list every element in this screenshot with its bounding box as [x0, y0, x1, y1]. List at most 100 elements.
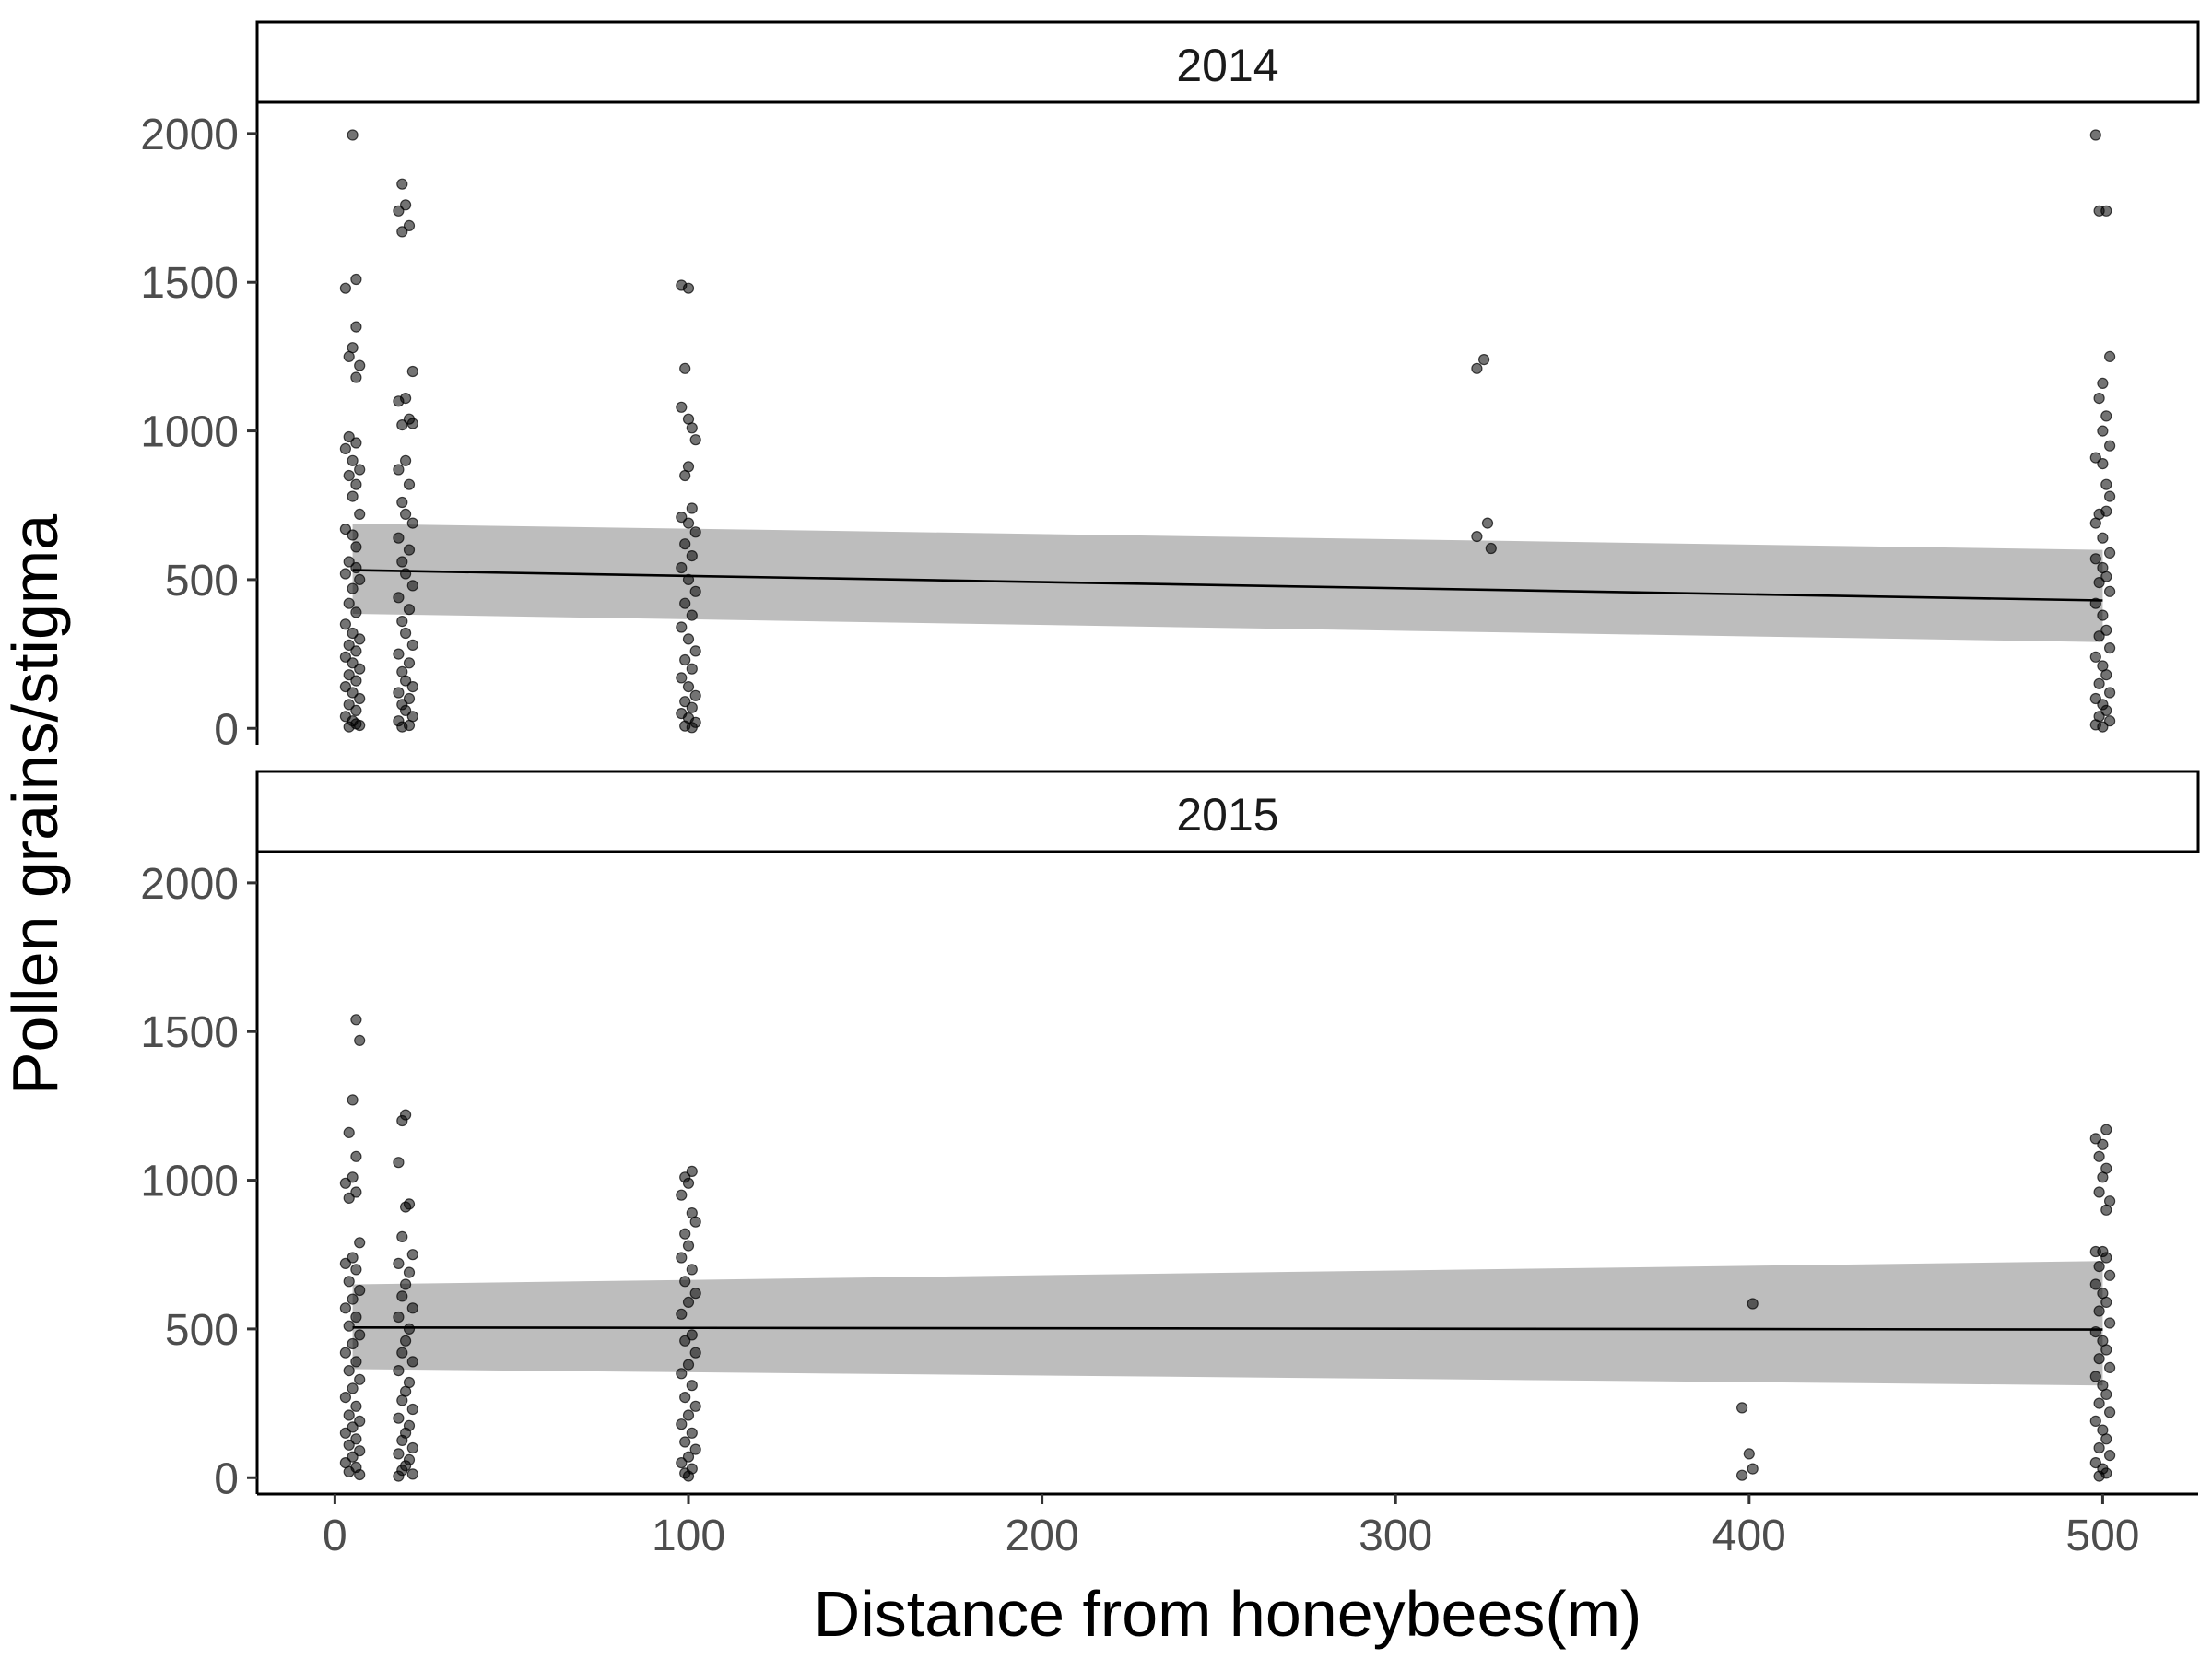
- data-point-2015: [350, 1264, 362, 1276]
- data-point-2015: [400, 1201, 412, 1213]
- data-point-2014: [406, 365, 418, 378]
- data-point-2014: [343, 699, 355, 711]
- data-point-2015: [406, 1302, 418, 1314]
- data-point-2014: [2097, 458, 2109, 470]
- data-point-2015: [396, 1394, 408, 1406]
- data-point-2014: [347, 129, 359, 141]
- data-point-2014: [686, 502, 698, 514]
- data-point-2015: [689, 1347, 701, 1359]
- data-point-2014: [2089, 517, 2101, 529]
- y-tick-label: 1500: [140, 1008, 239, 1057]
- data-point-2015: [339, 1427, 351, 1439]
- data-point-2015: [350, 1311, 362, 1324]
- data-point-2014: [689, 526, 701, 538]
- data-point-2015: [1735, 1469, 1748, 1481]
- x-tick-label: 100: [652, 1512, 725, 1560]
- data-point-2014: [2104, 715, 2116, 727]
- data-point-2014: [406, 639, 418, 652]
- data-point-2014: [686, 549, 698, 562]
- data-point-2014: [396, 556, 408, 568]
- data-point-2014: [339, 618, 351, 630]
- data-point-2014: [403, 219, 416, 231]
- confidence-band-2014: [352, 524, 2103, 642]
- data-point-2014: [400, 508, 412, 521]
- data-point-2014: [354, 508, 366, 521]
- data-point-2014: [393, 648, 405, 660]
- data-point-2014: [400, 199, 412, 211]
- data-point-2015: [350, 1400, 362, 1412]
- data-point-2015: [2104, 1317, 2116, 1329]
- y-tick-label: 0: [214, 705, 239, 754]
- x-tick-label: 0: [323, 1512, 347, 1560]
- data-point-2014: [339, 282, 351, 294]
- data-point-2015: [2089, 1456, 2101, 1469]
- data-point-2015: [676, 1308, 688, 1320]
- data-point-2014: [339, 442, 351, 454]
- y-axis-title: Pollen grains/stigma: [0, 514, 71, 1095]
- data-point-2015: [2100, 1296, 2112, 1309]
- data-point-2015: [2100, 1388, 2112, 1401]
- data-point-2015: [682, 1451, 695, 1463]
- data-point-2014: [2093, 677, 2105, 689]
- data-point-2015: [354, 1445, 366, 1457]
- data-point-2015: [2100, 1433, 2112, 1445]
- data-point-2014: [400, 454, 412, 466]
- data-point-2015: [354, 1415, 366, 1428]
- data-point-2015: [2093, 1353, 2105, 1365]
- data-point-2014: [1481, 517, 1494, 529]
- data-point-2014: [347, 342, 359, 354]
- data-point-2014: [2093, 393, 2105, 405]
- data-point-2014: [354, 464, 366, 476]
- data-point-2014: [350, 606, 362, 618]
- data-point-2014: [400, 627, 412, 640]
- data-point-2014: [689, 645, 701, 657]
- data-point-2014: [393, 464, 405, 476]
- data-point-2015: [406, 1441, 418, 1454]
- data-point-2014: [1471, 362, 1483, 374]
- data-point-2014: [403, 657, 416, 669]
- data-point-2015: [682, 1359, 695, 1371]
- data-point-2015: [2093, 1441, 2105, 1454]
- y-tick-label: 500: [165, 1306, 239, 1355]
- data-point-2014: [682, 680, 695, 693]
- data-point-2015: [347, 1293, 359, 1305]
- data-point-2015: [343, 1192, 355, 1205]
- data-point-2015: [2093, 1186, 2105, 1198]
- data-point-2015: [347, 1451, 359, 1463]
- data-point-2015: [354, 1468, 366, 1481]
- data-point-2014: [350, 273, 362, 286]
- data-point-2015: [2104, 1361, 2116, 1374]
- data-point-2014: [343, 669, 355, 681]
- data-point-2015: [400, 1335, 412, 1347]
- data-point-2015: [406, 1249, 418, 1261]
- data-point-2014: [339, 523, 351, 535]
- data-point-2015: [2093, 1397, 2105, 1409]
- y-tick-label: 500: [165, 557, 239, 606]
- data-point-2014: [354, 633, 366, 645]
- data-point-2015: [396, 1434, 408, 1447]
- data-point-2014: [393, 395, 405, 407]
- data-point-2014: [1477, 354, 1490, 366]
- data-point-2014: [686, 663, 698, 675]
- data-point-2015: [676, 1189, 688, 1201]
- data-point-2014: [354, 692, 366, 705]
- data-point-2015: [350, 1014, 362, 1026]
- data-point-2015: [682, 1177, 695, 1189]
- data-point-2015: [343, 1276, 355, 1288]
- data-point-2014: [354, 359, 366, 371]
- data-point-2014: [2100, 571, 2112, 582]
- data-point-2014: [343, 469, 355, 482]
- data-point-2014: [2104, 585, 2116, 597]
- data-point-2014: [350, 645, 362, 657]
- data-point-2014: [2097, 377, 2109, 389]
- data-point-2014: [2089, 651, 2101, 663]
- data-point-2014: [686, 701, 698, 713]
- fit-line-2015: [352, 1325, 2103, 1331]
- data-point-2015: [406, 1468, 418, 1480]
- data-point-2014: [682, 282, 695, 294]
- data-point-2015: [689, 1400, 701, 1412]
- data-point-2014: [403, 544, 416, 556]
- data-point-2014: [400, 704, 412, 717]
- data-point-2014: [339, 568, 351, 580]
